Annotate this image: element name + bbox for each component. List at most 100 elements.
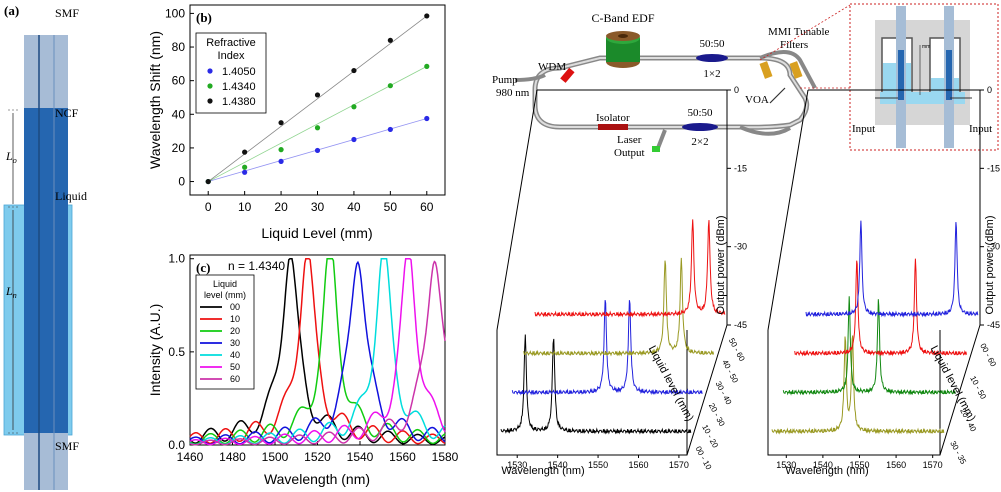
panel-b-ytick-label: 80 [172,40,186,54]
legend-c-entry: 50 [230,362,240,372]
coupler-1-type: 1×2 [703,68,720,80]
panel-c-series-line [189,260,446,445]
panel-b-xtick-label: 50 [384,200,398,214]
panel-b-point [242,169,248,175]
waterfall-floor [767,324,981,456]
panel-b-ytick-label: 20 [172,141,186,155]
panel-c-series-line [189,257,446,445]
smf-bottom-label: SMF [55,439,79,453]
waterfall-diagonal [767,89,809,331]
panel-b-xtick-label: 60 [420,200,434,214]
mmi-filter-1 [759,61,773,79]
ncf-label: NCF [55,106,79,120]
waterfall-xtick-label: 1550 [588,460,608,470]
panel-d-xlabel: Wavelength (nm) [501,465,584,477]
panel-b-ytick-label: 40 [172,107,186,121]
legend-title-line-2: Index [218,50,245,62]
coupler-2x2 [682,123,718,131]
waterfall-series-trace [805,220,979,318]
panel-c-ytick-label: 0.0 [168,438,185,452]
input-left-label: Input [852,123,875,135]
panel-b-point [424,63,430,69]
smf-top-segment [24,35,68,108]
smf-top-label: SMF [55,6,79,20]
coupler-2-type: 2×2 [691,136,708,148]
panel-c-ytick-label: 0.5 [168,345,185,359]
waterfall-ytick-label: -30 [987,242,1000,252]
panel-e-xlabel: Wavelength (nm) [785,465,868,477]
mmi-inset: mm Input Input [849,3,999,151]
panel-c-intensity-chart: (c) n = 1.4340 Wavelength (nm) Intensity… [147,252,459,487]
panel-c-series-line [189,257,446,446]
legend-marker [207,83,213,89]
waterfall-ytick-label: -30 [734,242,747,252]
waterfall-ztick-label: 10 - 50 [968,374,988,401]
lo-label: Lo [5,149,17,165]
panel-b-point [278,147,284,153]
voa-label: VOA [745,94,769,106]
waterfall-ztick-label: 00 - 60 [978,342,998,369]
waterfall-ytick-label: -45 [987,320,1000,330]
panel-b-ytick-label: 0 [178,175,185,189]
waterfall-ztick-label: 00 - 10 [694,445,714,472]
waterfall-ztick-label: 30 - 35 [948,439,968,466]
panel-b-shift-chart: (b) Liquid Level (mm) Wavelength Shift (… [147,4,446,241]
panel-e-ylabel: Output power (dBm) [984,215,996,314]
waterfall-xtick-label: 1540 [813,460,833,470]
waterfall-series-trace [771,335,945,435]
waterfall-diagonal [496,89,538,331]
panel-c-annotation: n = 1.4340 [228,259,285,273]
waterfall-ytick-label: -15 [987,163,1000,173]
smf-bottom-segment [24,433,68,490]
waterfall-floor [496,324,728,456]
panel-d-ylabel: Output power (dBm) [715,215,727,314]
mmi-filter-2 [789,61,803,79]
panel-c-ytick-label: 1.0 [168,252,185,266]
panel-c-xlabel: Wavelength (nm) [264,471,370,487]
input-right-label: Input [969,123,992,135]
waterfall-xtick-label: 1550 [849,460,869,470]
legend-c-entry: 60 [230,374,240,384]
legend-c-entry: 20 [230,326,240,336]
laser-output-port [652,146,660,152]
panel-b-point [387,126,393,133]
panel-b-point [424,115,430,122]
legend-c-title-2: level (mm) [204,290,246,300]
panel-a-label: (a) [4,3,19,18]
panel-c-xtick-label: 1580 [432,450,459,464]
coupler-1x2 [696,54,728,62]
panel-b-point [278,158,284,164]
wdm-label: WDM [538,61,566,73]
pump-label-2: 980 nm [496,87,530,99]
panel-b-legend: Refractive Index 1.4050 1.4340 1.4380 [195,32,267,114]
panel-c-series-line [189,260,446,446]
waterfall-xtick-label: 1530 [507,460,527,470]
wdm-component [560,67,575,83]
waterfall-ytick-label: -15 [734,163,747,173]
panel-b-point [278,120,284,126]
legend-c-entry: 30 [230,338,240,348]
waterfall-ytick-label: 0 [987,85,992,95]
waterfall-series-trace [523,257,714,357]
panel-c-xtick-label: 1500 [262,450,289,464]
panel-c-xtick-label: 1460 [177,450,204,464]
waterfall-xtick-label: 1570 [923,460,943,470]
panel-c-xtick-label: 1560 [389,450,416,464]
mmi-label-1: MMI Tunable [768,26,830,38]
waterfall-xtick-label: 1530 [776,460,796,470]
edf-label: C-Band EDF [592,11,655,25]
legend-c-entry: 40 [230,350,240,360]
panel-b-xtick-label: 30 [311,200,325,214]
legend-entry: 1.4380 [222,96,256,108]
panel-a-fiber-diagram: (a) SMF NCF Liquid SMF Lo Ln [3,3,87,490]
waterfall-ytick-label: 0 [734,85,739,95]
waterfall-ztick-label: 20 - 30 [707,402,727,429]
legend-entry: 1.4050 [222,66,256,78]
panel-b-xlabel: Liquid Level (mm) [261,225,372,241]
panel-b-xtick-label: 40 [347,200,361,214]
waterfall-ztick-label: 50 - 60 [727,337,747,364]
panel-c-xtick-label: 1480 [219,450,246,464]
legend-marker [207,98,213,104]
panel-b-point [424,13,430,19]
coupler-1-ratio: 50:50 [699,38,725,50]
